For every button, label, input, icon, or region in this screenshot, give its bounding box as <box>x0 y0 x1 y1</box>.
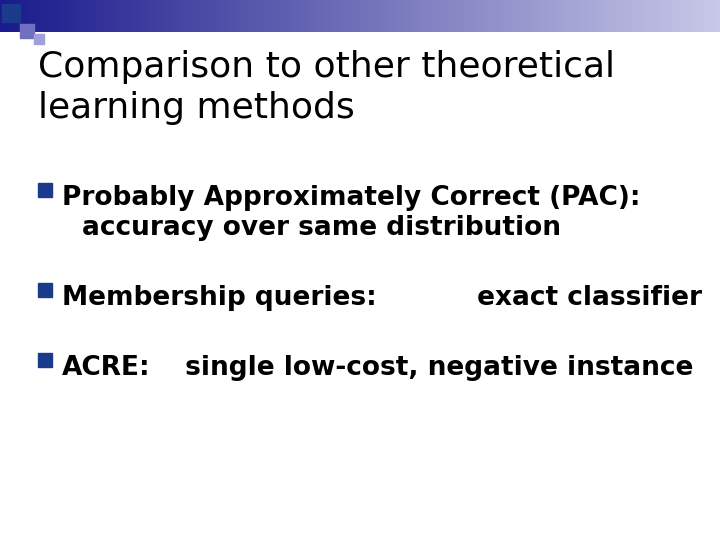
Bar <box>2 4 20 22</box>
Bar <box>38 353 52 367</box>
Text: exact classifier: exact classifier <box>468 285 702 311</box>
Bar <box>20 24 34 38</box>
Text: Membership queries:: Membership queries: <box>62 285 377 311</box>
Bar <box>38 183 52 197</box>
Text: ACRE:: ACRE: <box>62 355 150 381</box>
Bar <box>38 283 52 297</box>
Bar <box>34 34 44 44</box>
Text: accuracy over same distribution: accuracy over same distribution <box>82 215 561 241</box>
Text: Probably Approximately Correct (PAC):: Probably Approximately Correct (PAC): <box>62 185 641 211</box>
Text: Comparison to other theoretical
learning methods: Comparison to other theoretical learning… <box>38 50 615 125</box>
Text: single low-cost, negative instance: single low-cost, negative instance <box>176 355 694 381</box>
